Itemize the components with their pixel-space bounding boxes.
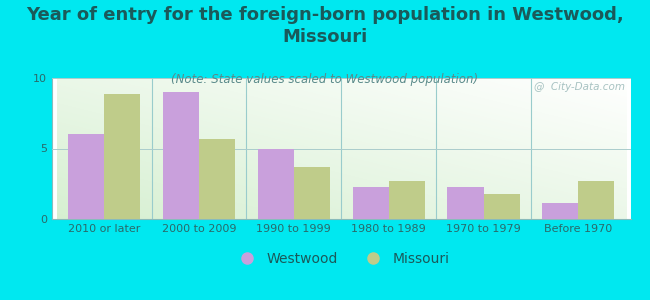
Bar	[163, 92, 199, 219]
Text: (Note: State values scaled to Westwood population): (Note: State values scaled to Westwood p…	[172, 74, 478, 86]
Bar	[68, 134, 104, 219]
Bar	[578, 181, 614, 219]
Bar	[542, 203, 578, 219]
Bar	[389, 181, 424, 219]
Legend: Westwood, Missouri: Westwood, Missouri	[227, 246, 455, 271]
Bar	[199, 139, 235, 219]
Bar	[104, 94, 140, 219]
Bar	[294, 167, 330, 219]
Bar	[484, 194, 519, 219]
Bar	[353, 187, 389, 219]
Text: Year of entry for the foreign-born population in Westwood,
Missouri: Year of entry for the foreign-born popul…	[26, 6, 624, 46]
Text: @  City-Data.com: @ City-Data.com	[534, 82, 625, 92]
Bar	[258, 148, 294, 219]
Bar	[447, 187, 484, 219]
